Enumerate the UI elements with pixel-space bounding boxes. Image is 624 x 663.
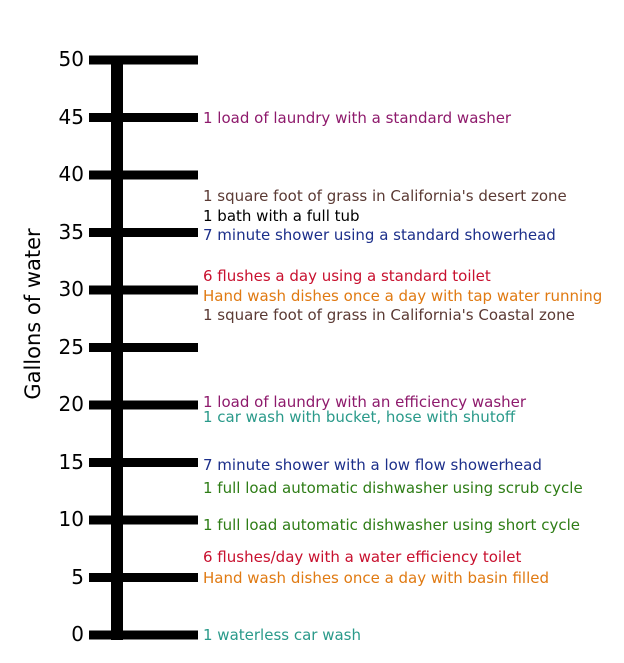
tick-label: 10	[58, 507, 84, 531]
activity-label: 1 square foot of grass in California's d…	[203, 186, 567, 205]
tick-label: 25	[58, 334, 84, 359]
activity-label: 1 bath with a full tub	[203, 207, 360, 226]
activity-label: Hand wash dishes once a day with basin f…	[203, 568, 549, 587]
activity-label: 6 flushes a day using a standard toilet	[203, 267, 491, 286]
tick-label: 40	[58, 162, 84, 186]
tick-label: 0	[71, 622, 84, 646]
tick-label: 35	[58, 219, 84, 244]
tick-label: 50	[58, 47, 84, 71]
activity-label: 6 flushes/day with a water efficiency to…	[203, 547, 522, 566]
activity-label: 1 full load automatic dishwasher using s…	[203, 515, 580, 534]
activity-label: 1 load of laundry with an efficiency was…	[203, 392, 527, 411]
activity-label: 1 square foot of grass in California's C…	[203, 306, 575, 325]
tick-label: 45	[58, 104, 84, 129]
activity-label: 1 full load automatic dishwasher using s…	[203, 478, 583, 497]
tick-label: 20	[58, 392, 84, 416]
activity-label: 7 minute shower using a standard showerh…	[203, 225, 556, 244]
activity-label: 1 waterless car wash	[203, 626, 361, 644]
tick-label: 15	[58, 449, 84, 474]
activity-label: 1 car wash with bucket, hose with shutof…	[203, 407, 516, 426]
activity-label: Hand wash dishes once a day with tap wat…	[203, 286, 603, 305]
axis-title: Gallons of water	[21, 228, 45, 400]
activity-label: 7 minute shower with a low flow showerhe…	[203, 455, 542, 474]
tick-label: 30	[58, 277, 84, 301]
activity-label: 1 load of laundry with a standard washer	[203, 108, 512, 127]
tick-label: 5	[71, 564, 84, 589]
